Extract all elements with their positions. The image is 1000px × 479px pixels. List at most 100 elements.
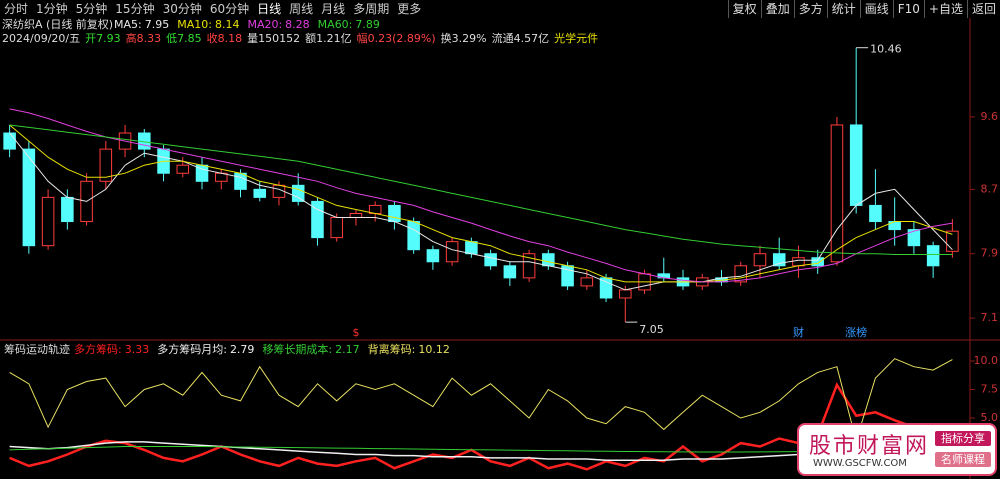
candle-body bbox=[330, 217, 343, 239]
y-tick-label: 8.7 bbox=[981, 182, 999, 195]
ma-line bbox=[9, 124, 953, 255]
stock-header: 深纺织A (日线 前复权) bbox=[2, 17, 113, 31]
legend-name: MA60: bbox=[318, 18, 353, 31]
event-marker: $ bbox=[352, 326, 359, 339]
period-tab[interactable]: 月线 bbox=[321, 2, 346, 16]
candle-body bbox=[753, 253, 767, 267]
y-tick-label: 7.1 bbox=[981, 311, 999, 324]
legend-name: 多方筹码: bbox=[74, 342, 122, 356]
info-item: 高8.33 bbox=[126, 31, 162, 45]
ma-line bbox=[9, 108, 953, 283]
candle-body bbox=[849, 124, 863, 206]
info-item: 低7.85 bbox=[166, 32, 202, 45]
candle-body bbox=[176, 164, 190, 174]
period-tab[interactable]: 多周期 bbox=[353, 2, 390, 16]
period-tab[interactable]: 1分钟 bbox=[36, 2, 68, 16]
candle-body bbox=[830, 124, 844, 263]
info-item: 光学元件 bbox=[554, 31, 598, 45]
period-tab[interactable]: 分时 bbox=[4, 2, 29, 16]
indicator-line bbox=[9, 358, 953, 443]
period-tab[interactable]: 60分钟 bbox=[209, 2, 250, 16]
legend-name: MA20: bbox=[247, 18, 282, 31]
period-tab[interactable]: 周线 bbox=[289, 2, 314, 16]
candle-body bbox=[522, 253, 536, 279]
candle-body bbox=[503, 265, 517, 279]
watermark-title: 股市财富网 bbox=[809, 434, 930, 459]
period-tab[interactable]: 日线 bbox=[257, 2, 282, 16]
watermark: 股市财富网 WWW.GSCFW.COM 指标分享 名师课程 bbox=[797, 423, 997, 476]
y-tick-label: 7.9 bbox=[981, 247, 999, 260]
watermark-tag: 名师课程 bbox=[935, 452, 991, 467]
candle-body bbox=[599, 277, 613, 299]
candle-body bbox=[41, 196, 55, 247]
candle-body bbox=[619, 289, 632, 299]
candle-body bbox=[445, 241, 459, 263]
candle-body bbox=[869, 204, 882, 223]
period-tab[interactable]: 30分钟 bbox=[162, 2, 202, 16]
candle-body bbox=[542, 253, 555, 267]
tool-button[interactable]: 画线 bbox=[859, 0, 893, 18]
candle-body bbox=[234, 172, 247, 190]
watermark-url: WWW.GSCFW.COM bbox=[813, 458, 907, 469]
ma-line bbox=[9, 124, 953, 283]
info-item: 流通4.57亿 bbox=[492, 31, 550, 45]
event-marker: 涨榜 bbox=[845, 325, 867, 339]
indicator-line bbox=[9, 446, 953, 453]
candle-body bbox=[253, 188, 267, 198]
legend-value: 2.17 bbox=[335, 343, 360, 356]
candle-body bbox=[580, 277, 594, 287]
event-marker: 财 bbox=[793, 325, 804, 339]
candle-body bbox=[946, 230, 959, 252]
tool-button[interactable]: 叠加 bbox=[760, 0, 794, 18]
tool-button[interactable]: 统计 bbox=[826, 0, 860, 18]
info-item: 幅0.23(2.89%) bbox=[357, 32, 436, 45]
tool-buttons: 复权 叠加 多方 统计 画线 F10 +自选 返回 bbox=[727, 0, 1000, 18]
candle-body bbox=[772, 253, 786, 267]
legend-value: 8.28 bbox=[285, 18, 310, 31]
legend-name: 多方筹码月均: bbox=[157, 342, 227, 356]
candle-body bbox=[465, 241, 478, 255]
period-tab[interactable]: 更多 bbox=[397, 2, 422, 16]
candle-body bbox=[926, 245, 940, 267]
period-tab[interactable]: 15分钟 bbox=[115, 2, 155, 16]
tool-button[interactable]: 返回 bbox=[966, 0, 1000, 18]
info-item: 收8.18 bbox=[207, 31, 243, 45]
legend-name: 背离筹码: bbox=[368, 342, 416, 356]
indicator-line bbox=[9, 441, 953, 461]
candle-body bbox=[407, 221, 420, 251]
annotation-label: 10.46 bbox=[870, 43, 902, 56]
y-tick-label: 5.0 bbox=[981, 411, 999, 424]
y-tick-label: 7.5 bbox=[981, 382, 999, 395]
info-item: 量150152 bbox=[247, 32, 300, 45]
candle-body bbox=[484, 253, 497, 267]
candle-body bbox=[811, 257, 824, 267]
y-tick-label: 10.0 bbox=[974, 354, 999, 367]
info-item: 额1.21亿 bbox=[305, 32, 352, 45]
tool-button[interactable]: F10 bbox=[892, 0, 924, 18]
candle-body bbox=[3, 132, 16, 150]
info-item: 换3.29% bbox=[441, 31, 487, 45]
candle-body bbox=[907, 229, 921, 247]
candle-body bbox=[388, 204, 401, 223]
tool-button[interactable]: +自选 bbox=[923, 0, 967, 18]
candle-body bbox=[291, 184, 305, 202]
legend-value: 3.33 bbox=[125, 343, 150, 356]
candle-body bbox=[426, 249, 440, 263]
y-tick-label: 9.6 bbox=[981, 110, 999, 123]
tool-button[interactable]: 复权 bbox=[727, 0, 761, 18]
candle-body bbox=[792, 257, 805, 267]
legend-name: MA5: bbox=[114, 18, 142, 31]
legend-value: 7.89 bbox=[355, 18, 380, 31]
tool-button[interactable]: 多方 bbox=[793, 0, 827, 18]
annotation-label: 7.05 bbox=[639, 323, 664, 336]
watermark-tag: 指标分享 bbox=[935, 431, 991, 446]
legend-value: 7.95 bbox=[145, 18, 170, 31]
toolbar: 分时 1分钟 5分钟 15分钟 30分钟 60分钟 日线 周线 月线 多周期 更多 复权 叠加 多方 统计… bbox=[0, 0, 1000, 18]
ma-line bbox=[9, 132, 953, 291]
info-item: 2024/09/20/五 bbox=[2, 32, 80, 45]
indicator-line bbox=[9, 382, 953, 471]
period-tab[interactable]: 5分钟 bbox=[75, 2, 108, 16]
legend-value: 10.12 bbox=[418, 343, 450, 356]
info-item: 开7.93 bbox=[85, 32, 121, 45]
